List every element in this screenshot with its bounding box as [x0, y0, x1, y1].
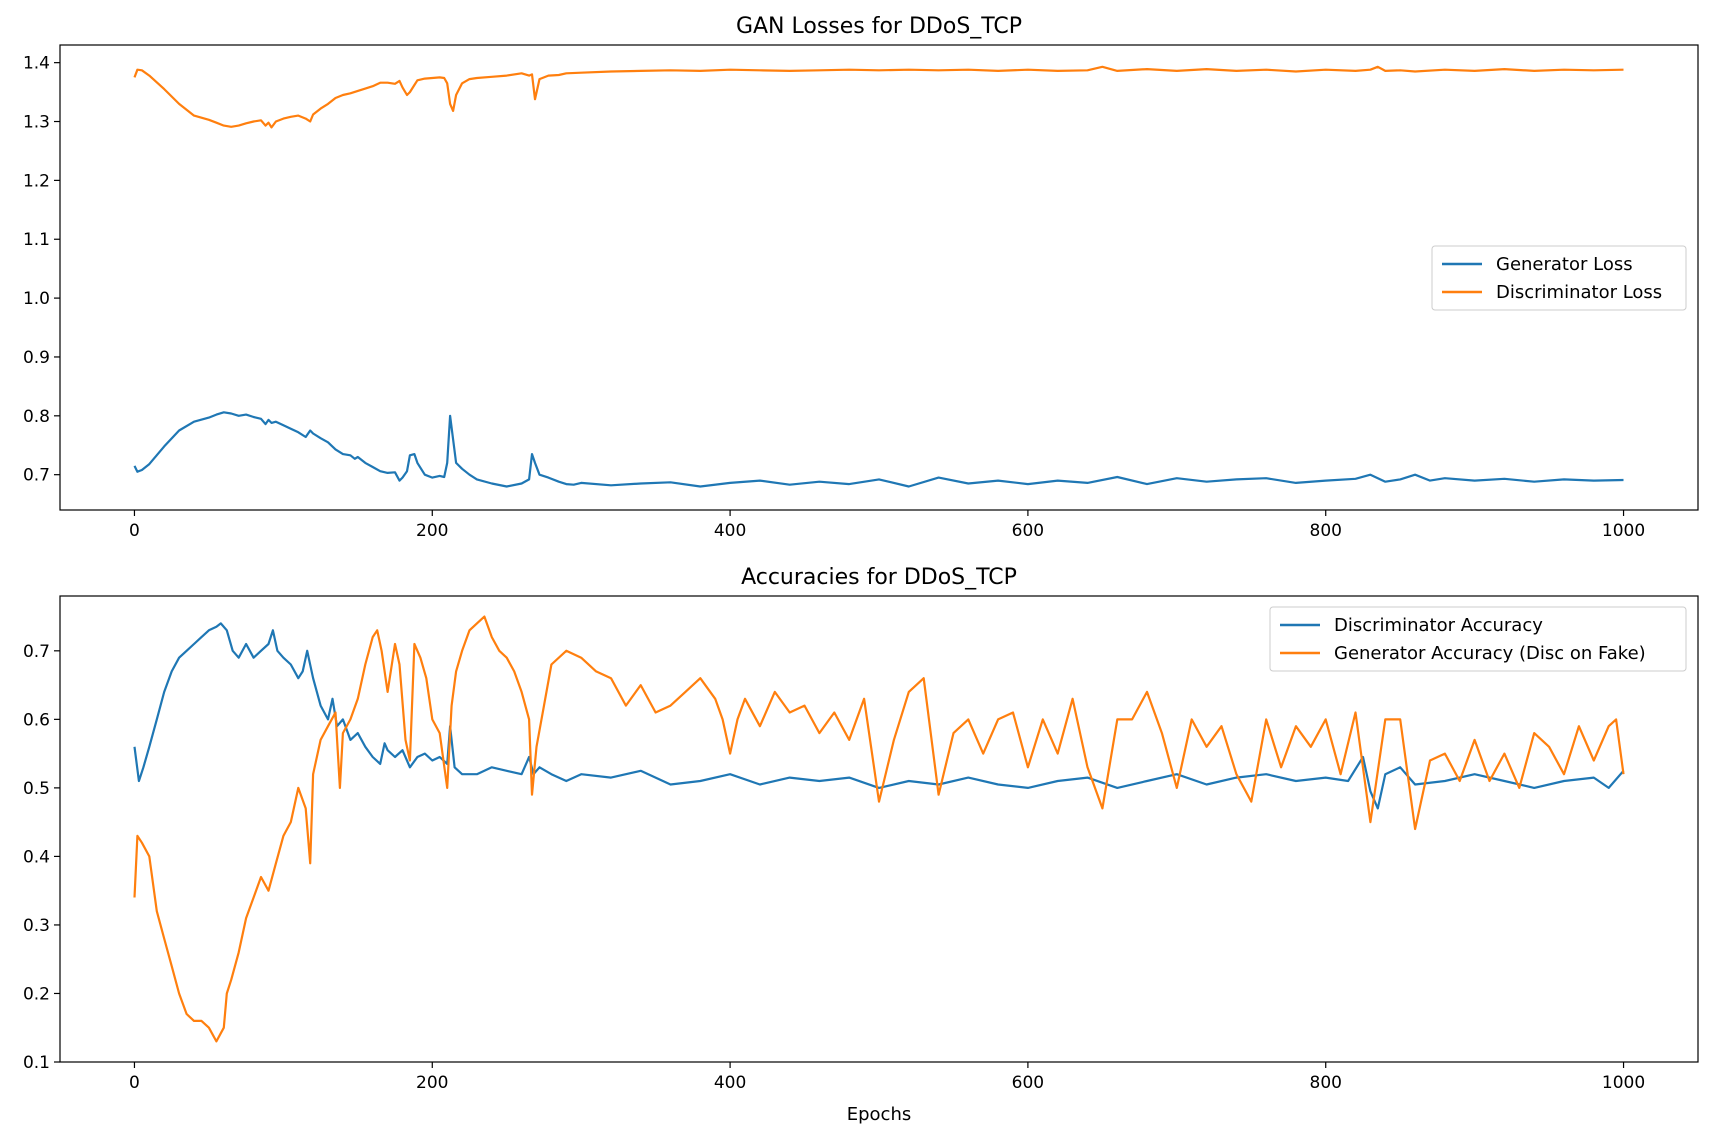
discriminator-accuracy-line — [133, 622, 1625, 810]
losses-legend: Generator Loss Discriminator Loss — [1431, 245, 1687, 311]
accuracies-y-tick-label: 0.2 — [23, 984, 50, 1004]
legend-discriminator-accuracy-label: Discriminator Accuracy — [1334, 615, 1543, 636]
accuracies-x-tick-label: 1000 — [1602, 1073, 1645, 1093]
accuracies-legend: Discriminator Accuracy Generator Accurac… — [1269, 606, 1687, 672]
losses-y-tick-label: 0.7 — [23, 466, 50, 486]
legend-discriminator-loss-label: Discriminator Loss — [1496, 282, 1662, 303]
losses-x-tick-label: 0 — [129, 521, 140, 541]
accuracies-legend-box — [1269, 606, 1687, 672]
losses-chart: GAN Losses for DDoS_TCP 0 200 400 600 800 100… — [23, 14, 1699, 541]
accuracies-plot-area: 0 200 400 600 800 1000 0.1 0.2 0.3 0.4 0.5 0.6 0.7 — [23, 595, 1699, 1093]
accuracies-chart: Accuracies for DDoS_TCP 0 200 400 600 800 100… — [23, 565, 1699, 1125]
legend-generator-loss-label: Generator Loss — [1496, 254, 1633, 275]
accuracies-y-tick-label: 0.4 — [23, 847, 50, 867]
losses-x-tick-label: 200 — [416, 521, 448, 541]
losses-x-tick-label: 1000 — [1602, 521, 1645, 541]
accuracies-x-tick-label: 200 — [416, 1073, 448, 1093]
losses-x-tick-label: 800 — [1310, 521, 1342, 541]
accuracies-x-tick-label: 800 — [1310, 1073, 1342, 1093]
accuracies-chart-title: Accuracies for DDoS_TCP — [741, 565, 1017, 590]
accuracies-axes-frame — [59, 595, 1699, 1063]
losses-y-tick-label: 1.0 — [23, 289, 50, 309]
accuracies-y-tick-label: 0.1 — [23, 1053, 50, 1073]
losses-y-tick-label: 1.1 — [23, 230, 50, 250]
accuracies-x-tick-label: 0 — [129, 1073, 140, 1093]
losses-y-tick-label: 1.4 — [23, 54, 50, 74]
losses-plot-area: 0 200 400 600 800 1000 0.7 0.8 0.9 1.0 1.1 1.2 1.3 1.… — [23, 44, 1699, 541]
accuracies-x-axis-label: Epochs — [847, 1104, 912, 1125]
accuracies-y-tick-label: 0.6 — [23, 710, 50, 730]
accuracies-x-tick-label: 400 — [714, 1073, 746, 1093]
losses-y-tick-label: 1.2 — [23, 171, 50, 191]
losses-y-tick-label: 0.9 — [23, 348, 50, 368]
accuracies-y-tick-label: 0.7 — [23, 642, 50, 662]
losses-axes-frame — [59, 44, 1699, 511]
losses-y-tick-label: 1.3 — [23, 113, 50, 133]
legend-generator-accuracy-label: Generator Accuracy (Disc on Fake) — [1334, 643, 1646, 664]
losses-x-tick-label: 400 — [714, 521, 746, 541]
losses-chart-title: GAN Losses for DDoS_TCP — [736, 14, 1022, 39]
generator-loss-line — [133, 411, 1624, 488]
losses-legend-box — [1431, 245, 1687, 311]
accuracies-y-tick-label: 0.3 — [23, 916, 50, 936]
losses-y-tick-label: 0.8 — [23, 407, 50, 427]
accuracies-x-tick-label: 600 — [1012, 1073, 1044, 1093]
generator-accuracy-disc-on-fake-line — [133, 615, 1625, 1043]
losses-x-tick-label: 600 — [1012, 521, 1044, 541]
discriminator-loss-line — [133, 65, 1624, 129]
accuracies-y-tick-label: 0.5 — [23, 779, 50, 799]
